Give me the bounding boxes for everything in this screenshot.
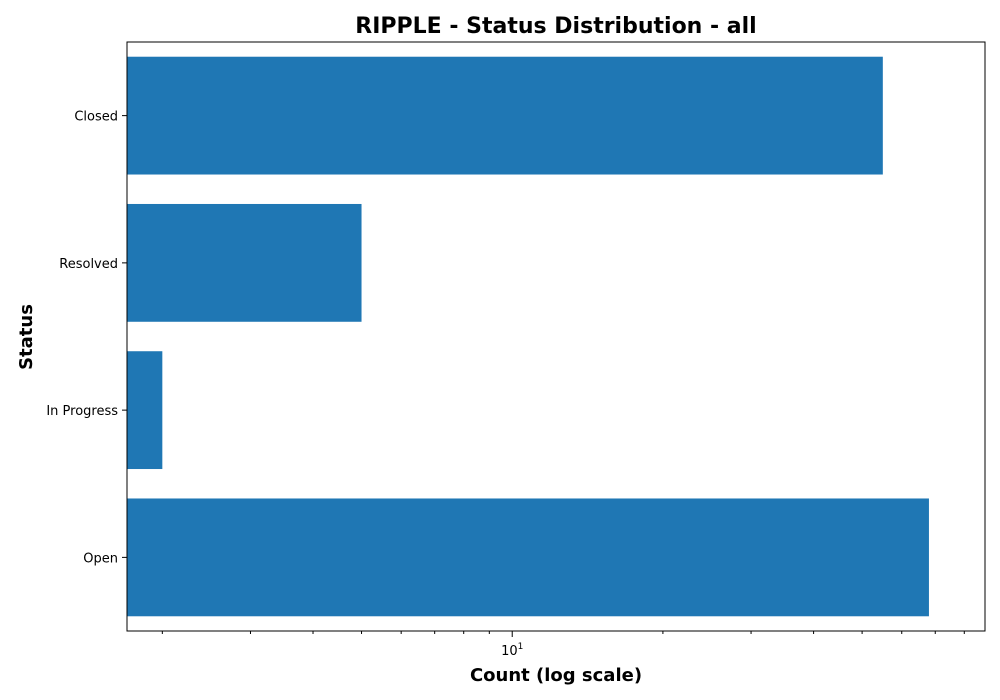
bar-resolved	[127, 203, 362, 322]
y-axis: Closed Resolved In Progress Open	[46, 110, 127, 566]
x-axis: 101	[161, 631, 965, 659]
y-tick-label-resolved: Resolved	[59, 257, 118, 272]
x-tick-label: 101	[501, 642, 523, 659]
y-axis-label: Status	[16, 304, 37, 370]
bar-in-progress	[127, 351, 163, 470]
bar-closed	[127, 56, 883, 175]
plot-frame	[126, 41, 986, 632]
bar-open	[127, 498, 929, 617]
bars	[127, 56, 929, 617]
chart-title: RIPPLE - Status Distribution - all	[355, 14, 756, 39]
y-tick-label-closed: Closed	[74, 110, 118, 125]
y-tick-label-open: Open	[83, 551, 118, 566]
x-axis-label: Count (log scale)	[470, 665, 642, 686]
y-tick-label-in-progress: In Progress	[46, 404, 118, 419]
